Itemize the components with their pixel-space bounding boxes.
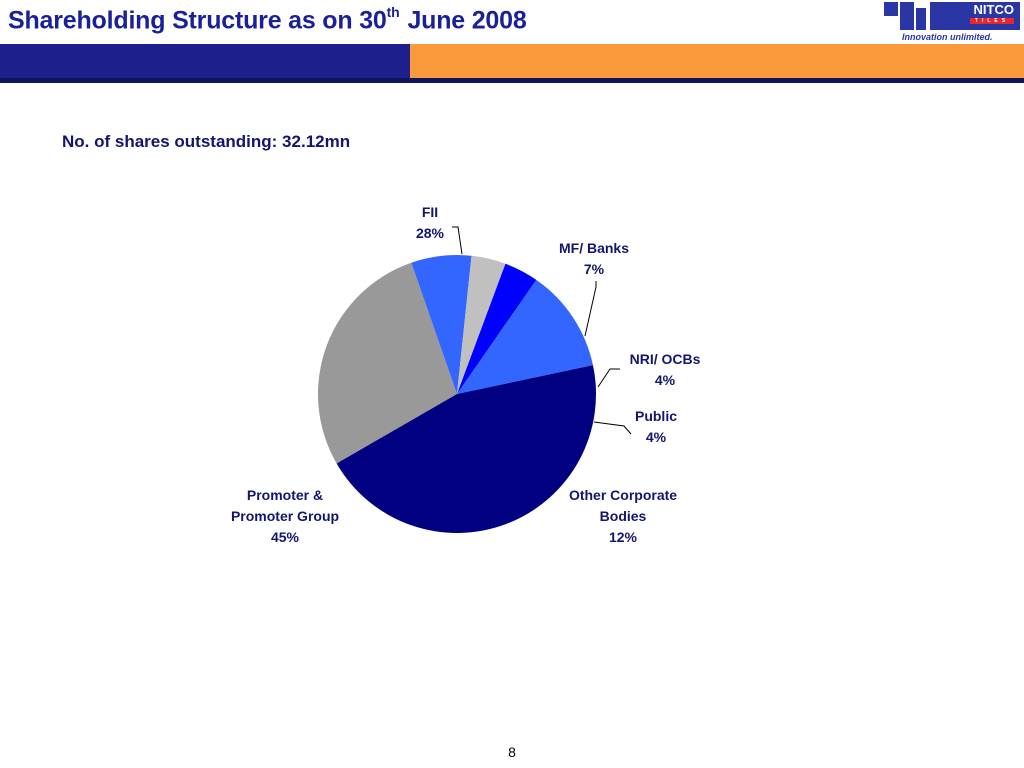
title-tail: June 2008 (407, 6, 527, 35)
slice-value: 12% (609, 529, 638, 545)
slice-label-4: Public 4% (635, 408, 677, 445)
pie-slice-2 (411, 254, 472, 394)
logo-block (900, 2, 914, 30)
pie-slice-1 (317, 262, 457, 464)
page-title: Shareholding Structure as on 30th June 20… (8, 4, 527, 35)
slice-label-2: MF/ Banks 7% (559, 240, 629, 277)
slice-value: 28% (416, 225, 445, 241)
slice-category: Other Corporate (569, 487, 677, 503)
slice-label-3: NRI/ OCBs 4% (630, 351, 701, 388)
slice-category: Promoter Group (231, 508, 339, 524)
slice-value: 4% (655, 372, 676, 388)
slice-value: 4% (646, 429, 667, 445)
slice-value: 7% (584, 261, 605, 277)
header-band-orange (410, 44, 1024, 78)
pie-slice-4 (457, 263, 537, 394)
pie-slice-5 (457, 279, 593, 394)
title-main: Shareholding Structure as on 30 (8, 6, 387, 35)
shares-outstanding-subtitle: No. of shares outstanding: 32.12mn (62, 132, 351, 151)
logo-brand: NITCO (973, 2, 1014, 17)
leader-line-2 (584, 281, 597, 337)
header-band-blue (0, 44, 410, 78)
slice-category: FII (422, 204, 438, 220)
slice-category: MF/ Banks (559, 240, 629, 256)
page-number: 8 (508, 744, 516, 760)
logo-tagline: Innovation unlimited. (902, 32, 993, 42)
header-underline (0, 78, 1024, 83)
logo-block (916, 8, 926, 30)
title-superscript: th (386, 4, 400, 20)
logo-block (884, 2, 898, 16)
slice-label-6: Promoter & Promoter Group 45% (231, 487, 339, 545)
logo-sub: TILES (970, 18, 1014, 24)
slice-category: Public (635, 408, 677, 424)
slice-label-5: Other Corporate Bodies 12% (569, 487, 677, 545)
slice-value: 45% (271, 529, 300, 545)
leader-line-1 (452, 226, 463, 255)
slice-category: Promoter & (247, 487, 323, 503)
leader-line-3 (597, 368, 620, 388)
pie-slice-3 (457, 255, 506, 394)
pie-slice-6 (336, 365, 596, 534)
nitco-logo: NITCO TILES Innovation unlimited. (884, 2, 1020, 44)
slice-label-1: FII 28% (416, 204, 445, 241)
leader-line-4 (593, 421, 632, 435)
slice-category: NRI/ OCBs (630, 351, 701, 367)
logo-wordmark: NITCO TILES (930, 2, 1020, 30)
slice-category: Bodies (600, 508, 647, 524)
